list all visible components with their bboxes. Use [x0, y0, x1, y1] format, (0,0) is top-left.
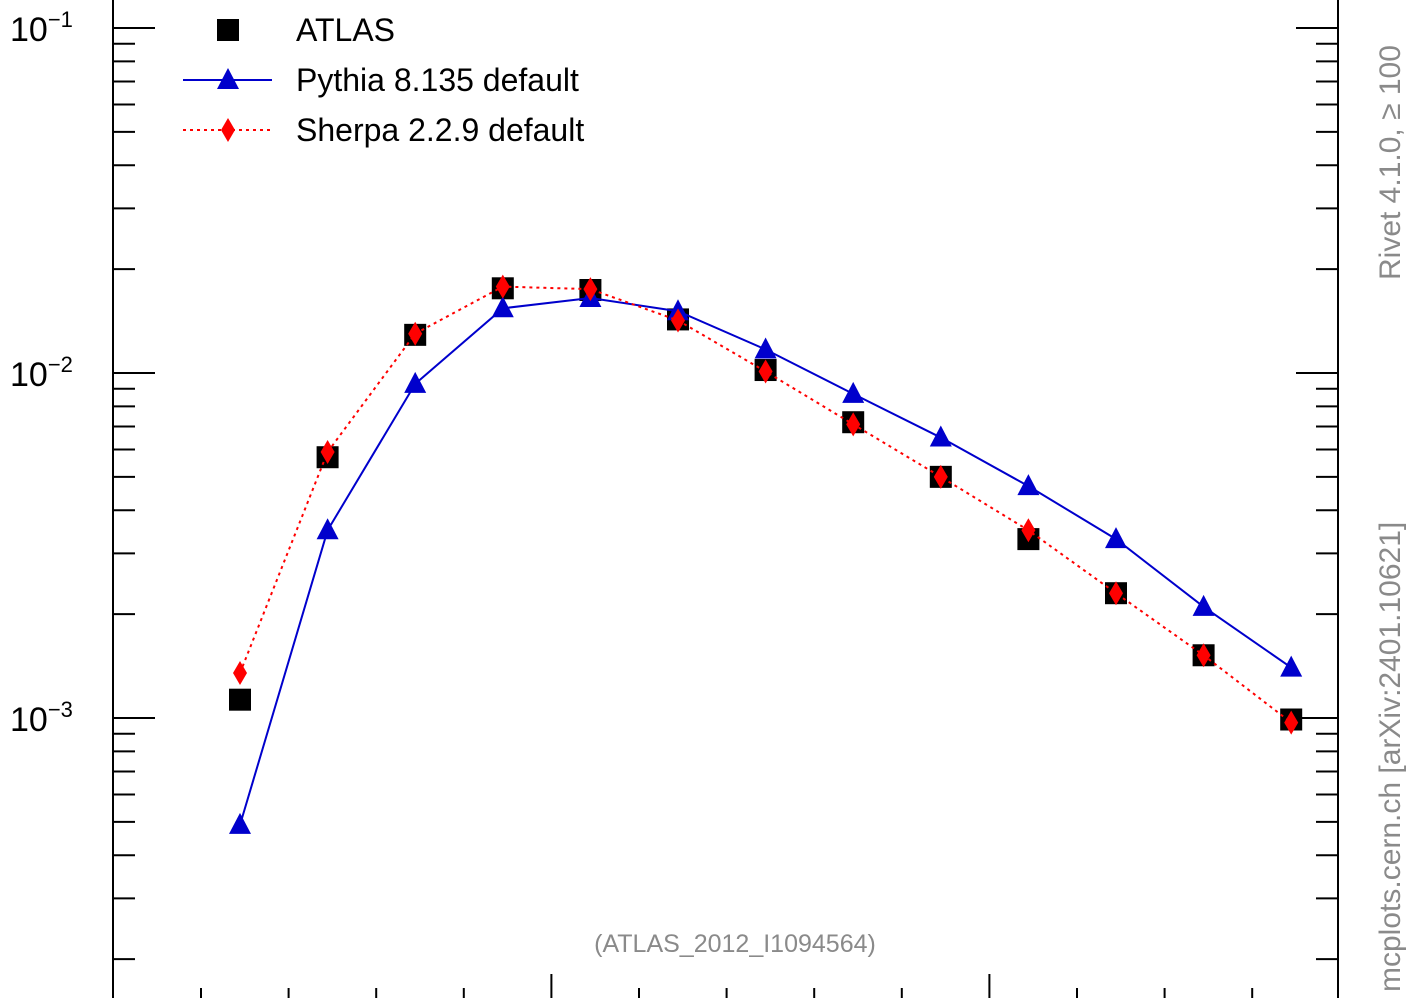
legend: ATLAS Pythia 8.135 default Sherpa 2.2.9 de… — [183, 12, 584, 148]
data-point-triangle — [1280, 655, 1303, 677]
data-point-diamond — [320, 440, 335, 465]
data-point-triangle — [491, 296, 514, 318]
data-point-triangle — [1105, 527, 1127, 549]
legend-label: Pythia 8.135 default — [296, 62, 579, 98]
legend-label: Sherpa 2.2.9 default — [296, 112, 584, 148]
series-sherpa-2-2-9-default — [233, 274, 1299, 735]
data-point-diamond — [1284, 710, 1299, 735]
data-point-diamond — [933, 464, 948, 489]
data-point-diamond — [233, 661, 247, 686]
legend-label: ATLAS — [296, 12, 395, 48]
y-tick-label: 10−2 — [10, 352, 73, 394]
data-point-square — [229, 688, 251, 711]
data-point-triangle — [1017, 474, 1040, 496]
x-axis-ticks — [200, 974, 1254, 998]
y-tick-base: 10 — [10, 11, 48, 49]
side-label: mcplots.cern.ch [arXiv:2401.10621] — [1374, 522, 1407, 992]
series-layer — [229, 274, 1303, 834]
y-axis-ticks: 10−110−210−3 — [10, 7, 1338, 961]
y-tick-base: 10 — [10, 356, 48, 394]
data-point-triangle — [1192, 594, 1215, 616]
data-point-square — [217, 19, 239, 41]
data-point-triangle — [217, 68, 239, 89]
legend-item: ATLAS — [217, 12, 395, 48]
data-point-diamond — [1109, 581, 1123, 606]
y-tick-exponent: −2 — [48, 352, 73, 377]
data-point-triangle — [316, 518, 339, 540]
data-point-diamond — [221, 118, 235, 142]
data-point-diamond — [408, 321, 423, 346]
data-point-diamond — [671, 308, 685, 333]
data-point-diamond — [1196, 643, 1211, 668]
data-point-diamond — [758, 359, 773, 384]
y-tick-exponent: −1 — [48, 7, 73, 32]
data-point-triangle — [754, 337, 777, 359]
plot-frame — [112, 0, 1339, 998]
analysis-tag: (ATLAS_2012_I1094564) — [594, 930, 876, 958]
y-tick-exponent: −3 — [48, 697, 73, 722]
legend-item: Sherpa 2.2.9 default — [183, 112, 584, 148]
data-point-triangle — [929, 425, 952, 447]
y-tick-label: 10−3 — [10, 697, 73, 739]
data-point-diamond — [846, 412, 861, 437]
y-tick-base: 10 — [10, 701, 48, 739]
data-point-triangle — [404, 371, 427, 393]
data-point-diamond — [583, 277, 598, 302]
series-pythia-8-135-default — [229, 285, 1303, 834]
data-point-diamond — [1021, 518, 1036, 543]
data-point-triangle — [842, 381, 865, 403]
side-label-top: Rivet 4.1.0, ≥ 100 — [1374, 45, 1407, 280]
data-point-diamond — [495, 274, 510, 299]
legend-item: Pythia 8.135 default — [183, 62, 579, 98]
data-point-triangle — [229, 812, 251, 834]
y-tick-label: 10−1 — [10, 7, 73, 49]
